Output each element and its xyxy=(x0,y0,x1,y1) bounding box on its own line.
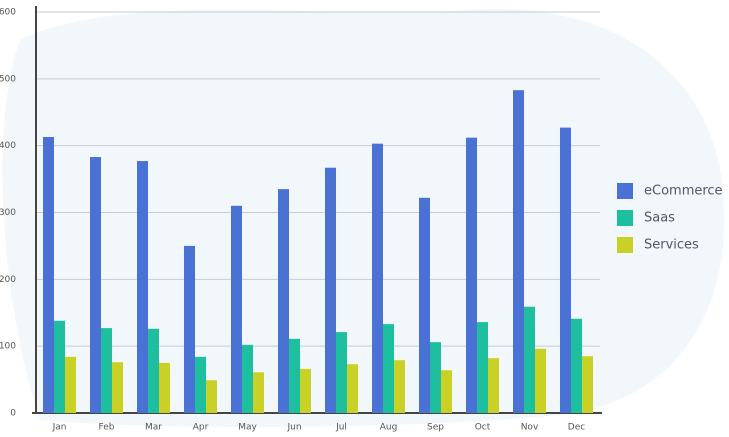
x-tick-label: Nov xyxy=(521,423,539,433)
x-tick-label: Mar xyxy=(145,423,162,433)
bar xyxy=(206,380,217,413)
bar xyxy=(535,348,546,413)
x-tick-label: Jan xyxy=(52,423,67,433)
bar xyxy=(101,328,112,413)
bar xyxy=(582,356,593,413)
legend-swatch xyxy=(617,237,633,253)
x-tick-label: May xyxy=(238,423,257,433)
y-tick-label: 600 xyxy=(0,8,16,18)
bar xyxy=(372,143,383,413)
bar xyxy=(488,358,499,413)
bar xyxy=(430,342,441,413)
legend-swatch xyxy=(617,183,633,199)
bar xyxy=(300,368,311,413)
bar xyxy=(137,161,148,413)
legend-swatch xyxy=(617,210,633,226)
x-tick-label: Apr xyxy=(193,423,209,433)
bar xyxy=(253,372,264,413)
bar xyxy=(394,360,405,413)
bar xyxy=(383,324,394,413)
bar xyxy=(441,370,452,413)
bar xyxy=(231,205,242,413)
bar xyxy=(159,362,170,413)
y-tick-label: 500 xyxy=(0,74,16,84)
bar xyxy=(112,362,123,413)
x-tick-label: Jun xyxy=(286,423,301,433)
bar xyxy=(419,197,430,413)
background-blob xyxy=(2,8,725,427)
bar xyxy=(289,338,300,413)
bar xyxy=(477,322,488,413)
bar xyxy=(54,320,65,413)
bar xyxy=(195,356,206,413)
bar xyxy=(148,328,159,413)
x-tick-label: Sep xyxy=(427,423,444,433)
bar xyxy=(560,127,571,413)
x-tick-label: Aug xyxy=(380,423,398,433)
y-tick-label: 0 xyxy=(10,409,16,419)
legend-label: Services xyxy=(644,238,699,253)
bar xyxy=(524,306,535,413)
bar xyxy=(242,344,253,413)
x-tick-label: Feb xyxy=(99,423,115,433)
x-tick-label: Jul xyxy=(335,423,347,433)
bar xyxy=(325,167,336,413)
bar xyxy=(571,318,582,413)
bar xyxy=(466,137,477,413)
x-tick-label: Dec xyxy=(568,423,585,433)
y-tick-label: 200 xyxy=(0,275,16,285)
bar xyxy=(513,90,524,413)
x-tick-label: Oct xyxy=(475,423,491,433)
bar xyxy=(184,245,195,413)
bar xyxy=(65,356,76,413)
y-tick-label: 400 xyxy=(0,141,16,151)
y-tick-label: 300 xyxy=(0,208,16,218)
bar xyxy=(278,189,289,413)
legend-label: Saas xyxy=(644,211,675,226)
y-tick-label: 100 xyxy=(0,342,16,352)
bar xyxy=(336,332,347,413)
bar xyxy=(90,157,101,413)
legend-label: eCommerce xyxy=(644,184,723,199)
bar xyxy=(43,136,54,413)
bar xyxy=(347,364,358,413)
